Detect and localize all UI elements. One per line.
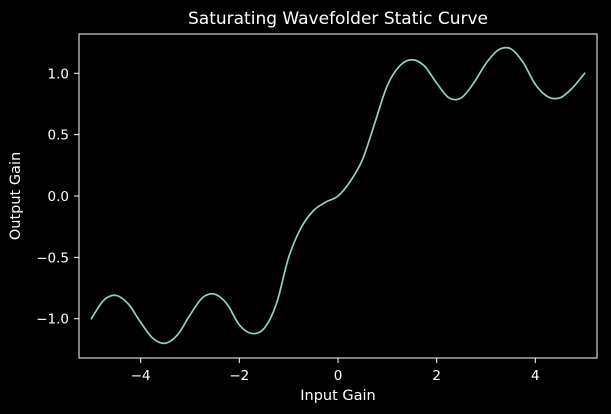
chart-title: Saturating Wavefolder Static Curve [188, 9, 488, 29]
x-tick-label: −4 [131, 368, 151, 384]
y-tick-label: −0.5 [36, 250, 69, 266]
x-axis-label: Input Gain [300, 388, 376, 404]
y-axis-ticks: −1.0 −0.5 0.0 0.5 1.0 [36, 66, 79, 328]
y-tick-label: 0.5 [48, 128, 69, 144]
y-tick-label: 1.0 [48, 66, 69, 82]
series-line [90, 46, 586, 345]
x-tick-label: −2 [229, 368, 249, 384]
x-tick-label: 2 [432, 368, 441, 384]
x-axis-ticks: −4 −2 0 2 4 [131, 358, 540, 384]
x-tick-label: 0 [334, 368, 343, 384]
series-group [90, 46, 586, 345]
y-tick-label: −1.0 [36, 312, 69, 328]
y-axis-label: Output Gain [8, 152, 24, 240]
y-tick-label: 0.0 [48, 189, 69, 205]
x-tick-label: 4 [531, 368, 540, 384]
